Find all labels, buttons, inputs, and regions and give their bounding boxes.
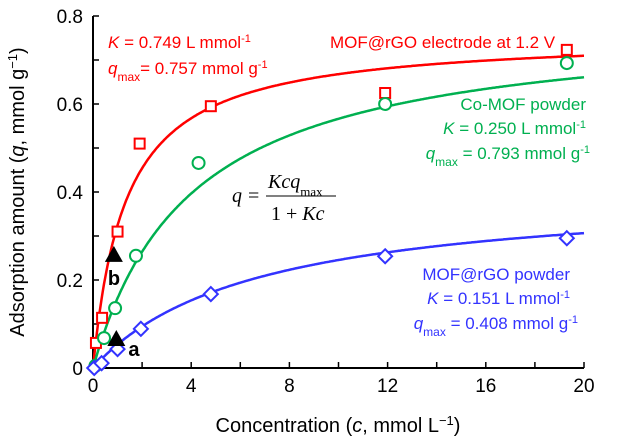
y-tick-label: 0.2 (57, 271, 83, 292)
svg-text:K = 0.250 L mmol-1: K = 0.250 L mmol-1 (443, 119, 586, 138)
series-label-red: MOF@rGO electrode at 1.2 V (330, 33, 556, 52)
langmuir-equation: q = Kcqmax 1 + Kc (232, 171, 336, 225)
annotation-mof-rgo-electrode: K = 0.749 L mmol-1 qmax= 0.757 mmol g-1 … (108, 33, 556, 84)
annotation-mof-rgo-powder: MOF@rGO powder K = 0.151 L mmol-1 qmax =… (414, 265, 578, 339)
x-tick-label: 20 (573, 376, 594, 397)
data-point (132, 320, 150, 338)
data-point (204, 100, 217, 113)
data-point (191, 155, 206, 170)
y-axis-label: Adsorption amount (q, mmol g−1) (5, 47, 30, 336)
data-point (97, 331, 112, 346)
data-point (559, 56, 574, 71)
x-tick-label: 0 (88, 376, 99, 397)
data-point (376, 247, 394, 265)
svg-text:K = 0.749 L mmol-1: K = 0.749 L mmol-1 (108, 33, 251, 52)
svg-text:1 + Kc: 1 + Kc (271, 203, 325, 225)
fit-curve (91, 54, 584, 369)
triangle-marker (107, 329, 126, 346)
svg-text:K = 0.151 L mmol-1: K = 0.151 L mmol-1 (427, 289, 570, 308)
y-tick-label: 0.6 (57, 95, 83, 116)
svg-text:=: = (248, 185, 259, 207)
fit-curve (92, 231, 585, 369)
marker-label: b (108, 268, 120, 290)
marker-label: a (128, 339, 140, 361)
svg-text:qmax = 0.793 mmol g-1: qmax = 0.793 mmol g-1 (426, 144, 590, 169)
svg-text:Kcqmax: Kcqmax (267, 171, 323, 199)
x-tick-label: 8 (284, 376, 295, 397)
data-point (379, 87, 392, 99)
data-point (111, 225, 124, 238)
triangle-marker (104, 245, 123, 262)
data-point (128, 248, 143, 263)
data-point (202, 285, 220, 303)
data-point (93, 354, 111, 372)
data-point (96, 311, 109, 324)
fit-curve (91, 75, 585, 369)
data-point (133, 137, 146, 150)
axes: 0 4 8 12 16 20 0 0.2 0.4 0.6 0.8 (57, 7, 595, 397)
fit-curves (91, 54, 585, 369)
svg-text:q: q (232, 185, 242, 207)
y-tick-label: 0.8 (57, 7, 83, 28)
annotation-co-mof: Co-MOF powder K = 0.250 L mmol-1 qmax = … (426, 95, 590, 169)
series-label-blue: MOF@rGO powder (422, 265, 570, 284)
svg-text:qmax = 0.408 mmol g-1: qmax = 0.408 mmol g-1 (414, 314, 578, 339)
data-point (378, 97, 393, 111)
data-point (558, 229, 576, 247)
x-tick-label: 4 (186, 376, 197, 397)
x-tick-label: 16 (475, 376, 496, 397)
series-label-green: Co-MOF powder (460, 95, 586, 114)
y-tick-label: 0 (72, 359, 83, 380)
x-axis-label: Concentration (c, mmol L−1) (216, 413, 461, 438)
x-tick-label: 12 (377, 376, 398, 397)
y-tick-label: 0.4 (57, 183, 84, 204)
data-points: ba (85, 43, 576, 377)
svg-text:qmax= 0.757 mmol g-1: qmax= 0.757 mmol g-1 (108, 59, 268, 84)
data-point (108, 301, 123, 316)
data-point (560, 43, 573, 56)
